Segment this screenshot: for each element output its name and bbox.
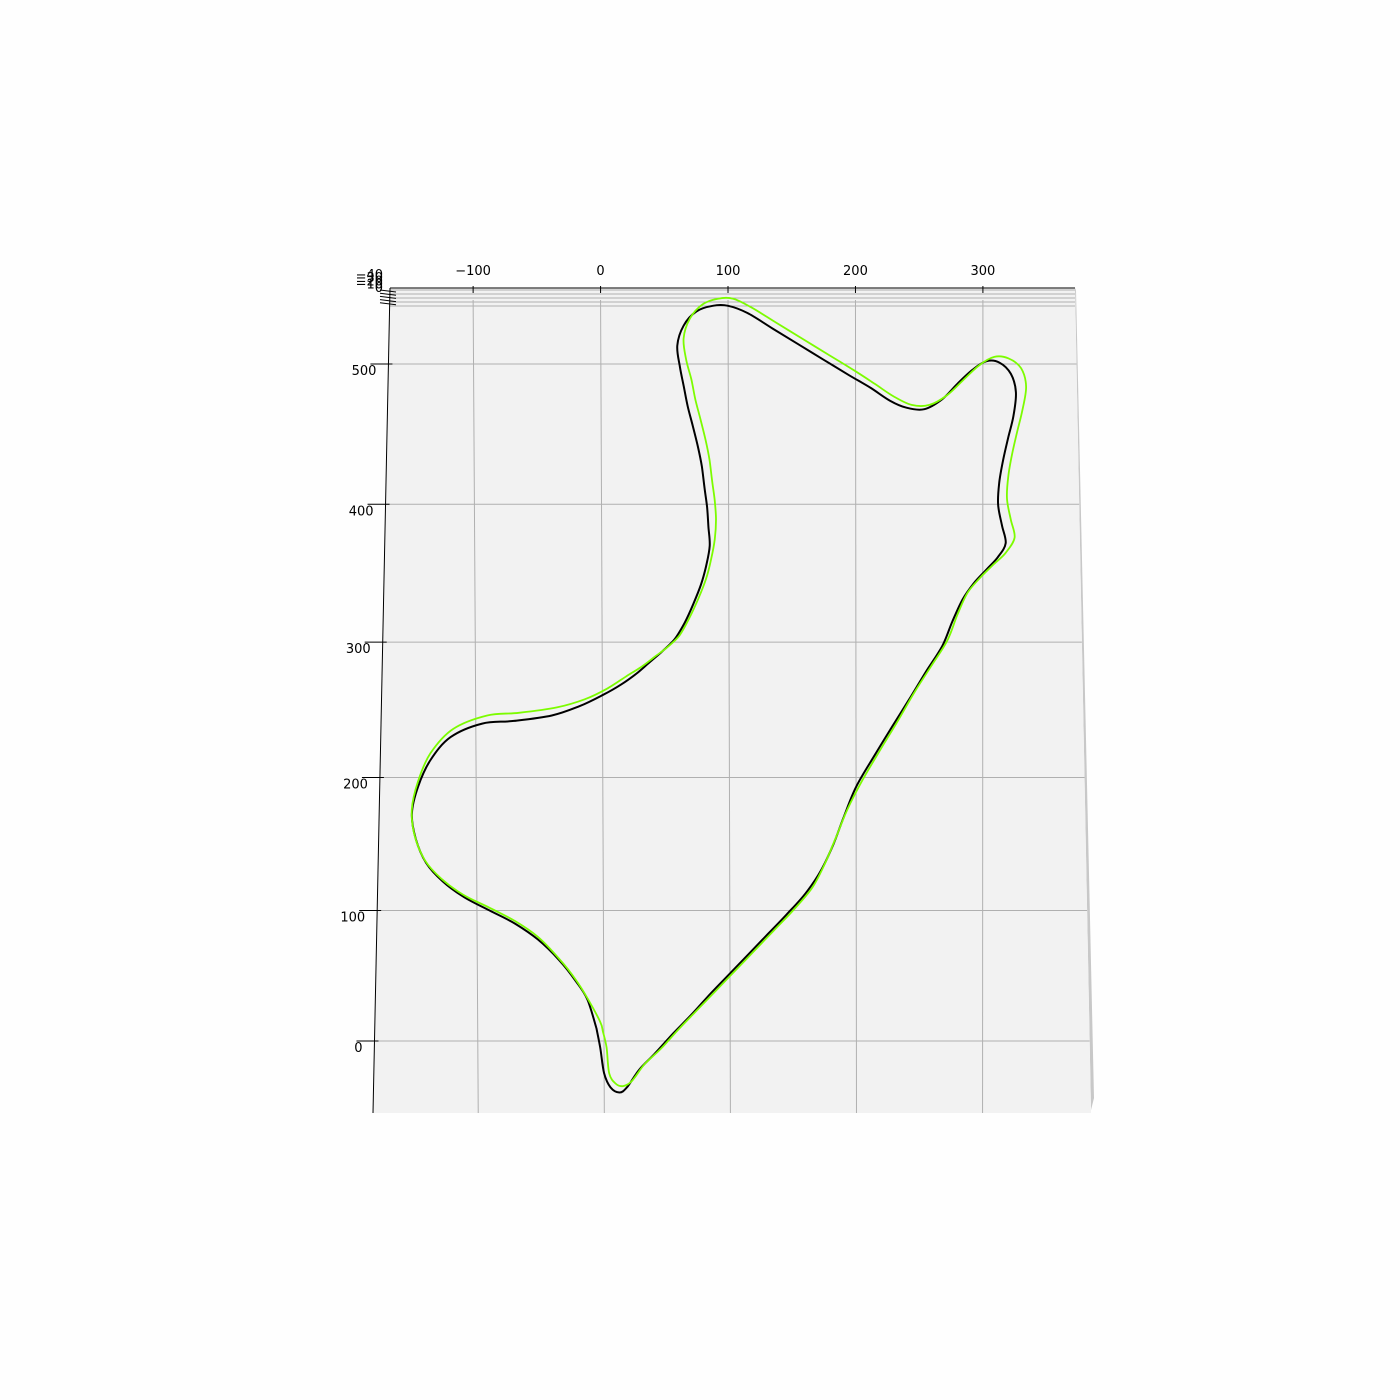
series-line-1 xyxy=(410,296,1028,1088)
left-axis-line xyxy=(372,287,391,1114)
z-tick-mark xyxy=(379,292,397,296)
z-axis-ticks: −40−30−20−100 xyxy=(356,268,397,306)
x-tick-label: 300 xyxy=(970,264,995,279)
z-tick-mark xyxy=(379,299,397,303)
z-tick-label: −40 xyxy=(356,268,383,283)
y-tick-label: 200 xyxy=(343,778,368,793)
z-tick-label: −10 xyxy=(356,278,383,293)
y-tick-label: 300 xyxy=(346,642,371,657)
z-tick-label: 0 xyxy=(375,281,383,296)
x-tick-label: −100 xyxy=(455,264,491,279)
series-lines xyxy=(410,296,1028,1094)
y-tick-label: 400 xyxy=(349,504,374,519)
y-tick-label: 100 xyxy=(340,910,365,925)
x-tick-label: 100 xyxy=(716,264,741,279)
y-tick-label: 500 xyxy=(352,364,377,379)
grid-lines xyxy=(374,289,1090,1114)
right-side-pane xyxy=(1075,288,1094,1110)
grid-line-x xyxy=(600,299,605,1114)
grid-line-x xyxy=(727,299,731,1114)
grid-line-x xyxy=(472,299,479,1114)
z-tick-label: −30 xyxy=(356,271,383,286)
back-pane xyxy=(373,288,1091,1113)
z-tick-mark xyxy=(379,289,397,293)
x-tick-label: 0 xyxy=(596,264,604,279)
z-tick-mark xyxy=(379,295,397,299)
z-tick-mark xyxy=(379,302,397,306)
y-tick-label: 0 xyxy=(354,1041,362,1056)
axes xyxy=(372,287,1075,1114)
z-tick-label: −20 xyxy=(356,274,383,289)
grid-line-x xyxy=(854,299,857,1114)
x-tick-label: 200 xyxy=(843,264,868,279)
